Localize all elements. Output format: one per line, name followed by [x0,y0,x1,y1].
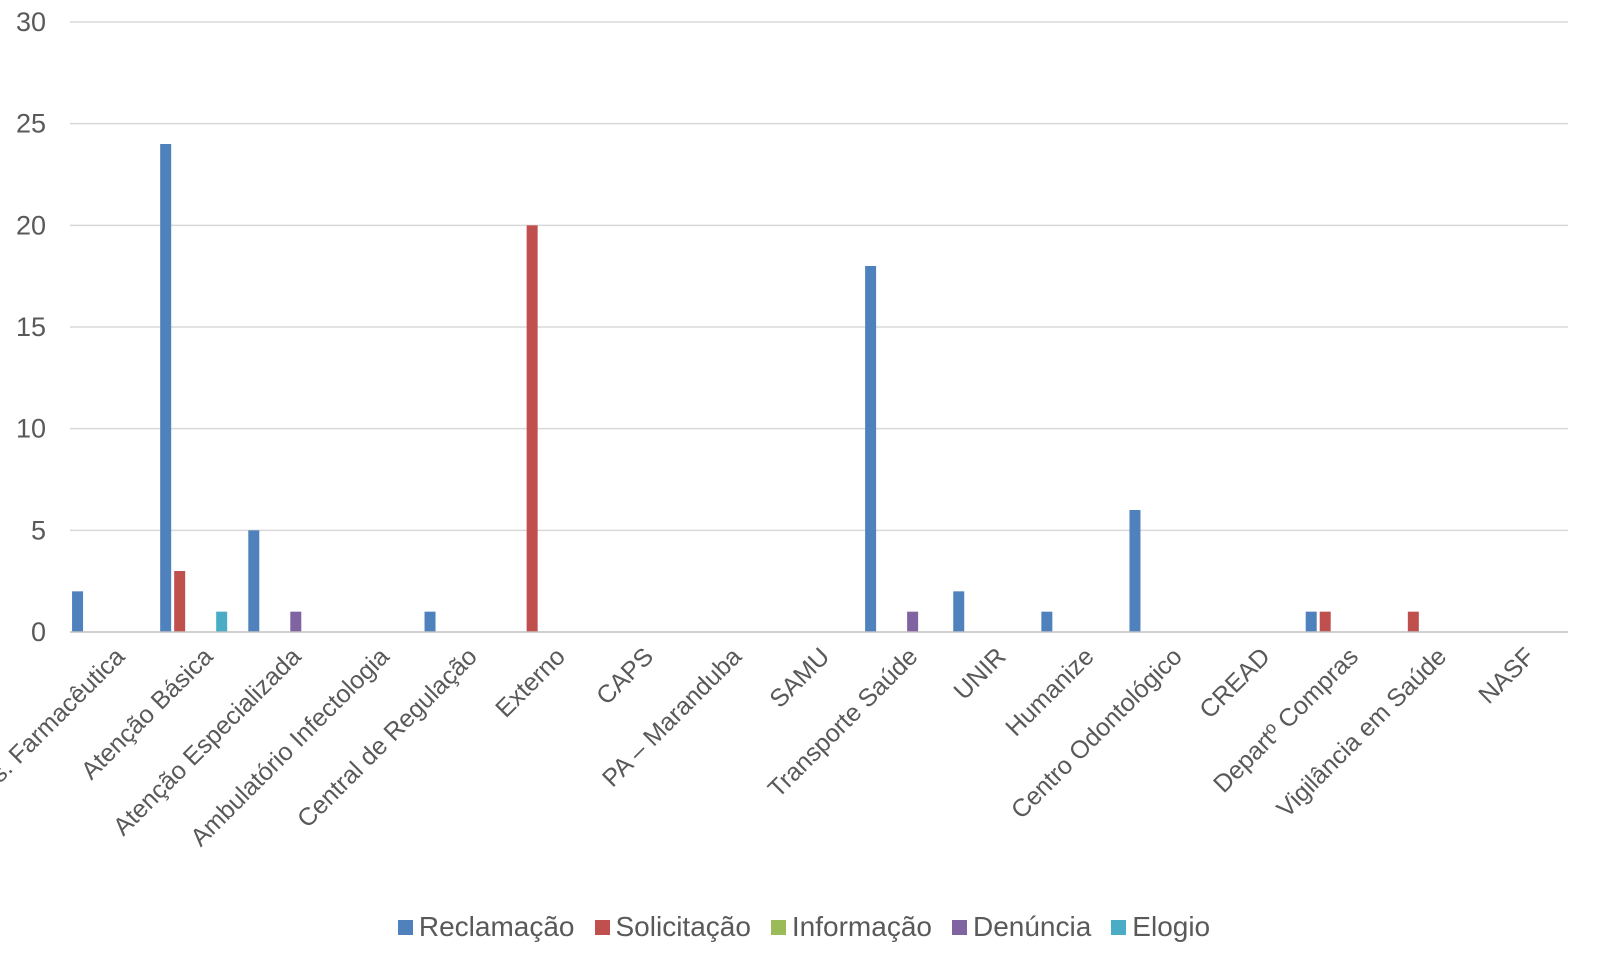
x-category-label: Vigilância em Saúde [1271,642,1452,823]
x-category-label: Externo [490,642,571,723]
legend-item: Elogio [1111,911,1210,943]
x-category-label: CAPS [591,642,659,710]
x-category-label: Centro Odontológico [1006,642,1188,824]
legend-swatch [951,919,967,935]
legend-item: Informação [770,911,932,943]
y-axis-tick-labels: 0 5 10 15 20 25 30 [16,7,46,647]
bar [907,611,919,632]
bar [160,144,172,632]
legend-label: Elogio [1132,911,1211,942]
legend-swatch [770,919,786,935]
legend-swatch [594,919,610,935]
legend-swatch [397,919,413,935]
bar [72,591,84,632]
bar [290,611,302,632]
legend-item: Solicitação [594,911,751,943]
y-tick-label: 5 [31,515,46,545]
x-category-label: CREAD [1194,642,1276,724]
bar [248,530,260,632]
bar [1041,611,1053,632]
legend-label: Reclamação [418,911,575,942]
legend-label: Informação [791,911,932,942]
bar [216,611,228,632]
bar [1407,611,1419,632]
x-category-label: SAMU [764,642,835,713]
bar [1305,611,1317,632]
x-category-label: Central de Regulação [292,642,483,833]
legend-swatch [1111,919,1127,935]
bar [424,611,436,632]
y-tick-label: 30 [16,7,46,37]
bars [72,144,1419,633]
y-tick-label: 0 [31,617,46,647]
bar [1129,510,1141,632]
x-category-label: Transporte Saúde [763,642,924,803]
bar [953,591,965,632]
legend: Reclamação Solicitação Informação Denúncia E… [0,905,1608,949]
bar [1319,611,1331,632]
y-tick-label: 25 [16,109,46,139]
legend-label: Denúncia [972,911,1092,942]
y-tick-label: 10 [16,414,46,444]
x-category-label: Ass. Farmacêutica [0,642,130,808]
x-category-label: UNIR [948,642,1011,705]
x-category-label: NASF [1473,642,1540,709]
legend-item: Denúncia [951,911,1092,943]
y-tick-label: 15 [16,312,46,342]
bar [526,225,538,633]
legend-label: Solicitação [615,911,751,942]
gridlines [70,21,1568,532]
bar [174,571,186,632]
y-tick-label: 20 [16,210,46,240]
bar [865,266,877,632]
legend-item: Reclamação [397,911,575,943]
